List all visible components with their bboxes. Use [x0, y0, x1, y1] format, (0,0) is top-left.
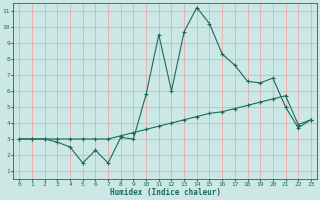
- X-axis label: Humidex (Indice chaleur): Humidex (Indice chaleur): [110, 188, 220, 197]
